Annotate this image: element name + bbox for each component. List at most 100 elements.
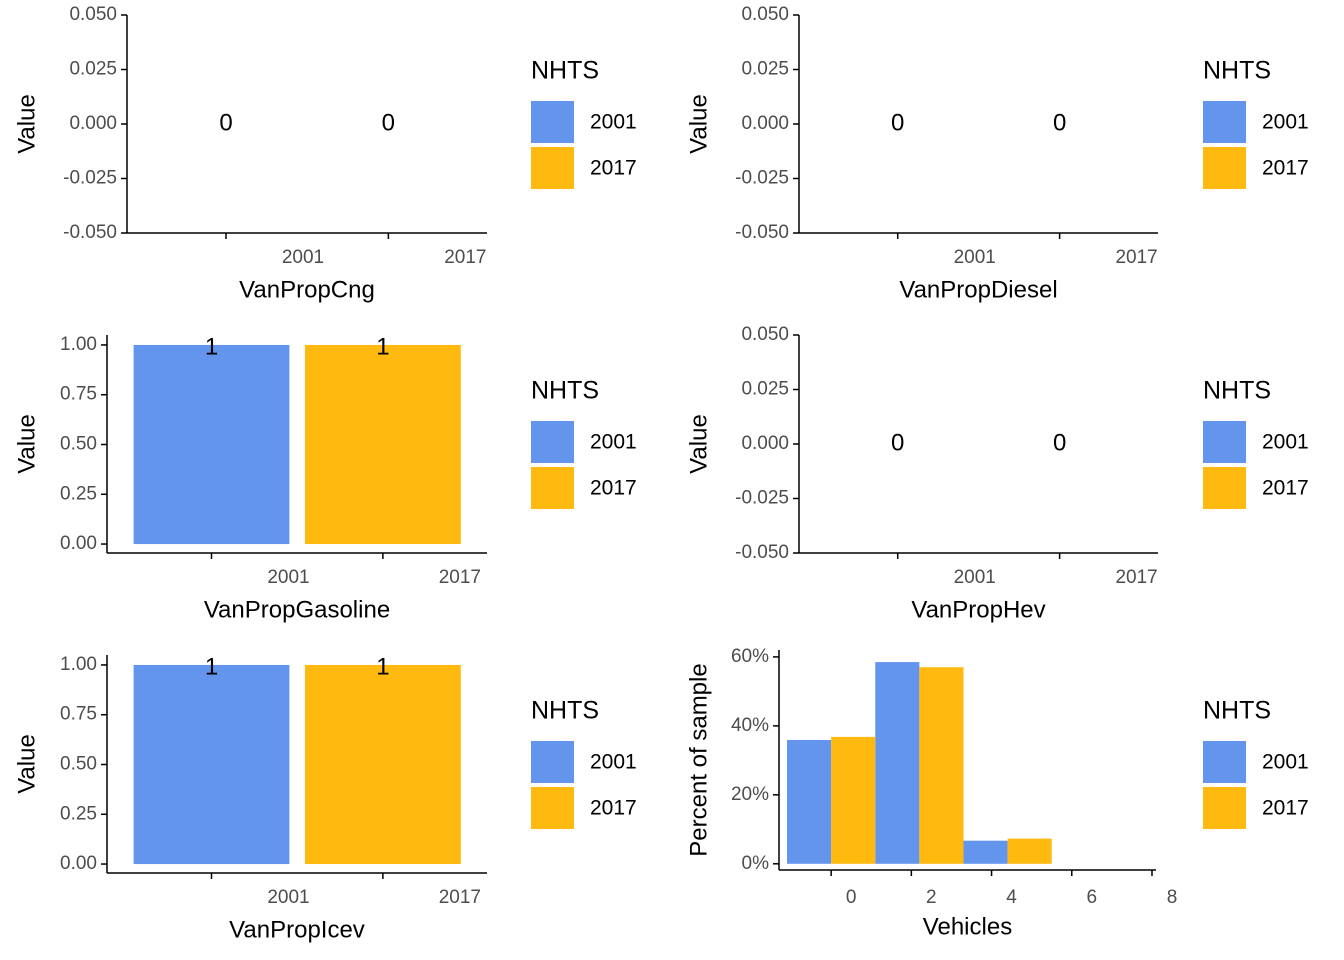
y-tick-label: -0.050	[735, 542, 789, 563]
data-label: 0	[219, 109, 232, 136]
y-tick-label: 0.25	[60, 483, 97, 504]
y-tick-label: 0.025	[741, 59, 789, 80]
data-label: 1	[376, 653, 389, 680]
y-tick-label: 0.50	[60, 434, 97, 455]
legend-swatch	[1203, 467, 1246, 509]
legend-swatch	[1203, 787, 1246, 829]
data-label: 1	[205, 333, 218, 360]
x-tick-label: 2017	[444, 247, 486, 268]
x-axis-title: Vehicles	[923, 913, 1012, 940]
data-label: 0	[1053, 109, 1066, 136]
y-tick-label: -0.050	[63, 222, 117, 243]
legend-label: 2017	[590, 797, 637, 820]
x-tick-label: 2017	[1115, 567, 1157, 588]
x-tick-label: 2017	[439, 887, 481, 908]
y-tick-label: 1.00	[60, 334, 97, 355]
bar	[1007, 838, 1052, 864]
x-tick-label: 0	[846, 887, 857, 908]
legend-swatch	[531, 101, 574, 143]
x-tick-label: 2001	[954, 567, 996, 588]
y-tick-label: 0.000	[741, 113, 789, 134]
data-label: 0	[891, 109, 904, 136]
data-label: 1	[376, 333, 389, 360]
legend-swatch	[1203, 147, 1246, 189]
x-tick-label: 2001	[267, 887, 309, 908]
legend-swatch	[1203, 741, 1246, 783]
bar	[133, 664, 290, 865]
y-axis-title: Value	[13, 734, 40, 794]
y-axis-title: Value	[685, 414, 712, 474]
y-tick-label: -0.025	[63, 168, 117, 189]
x-tick-label: 2001	[954, 247, 996, 268]
bar	[831, 736, 876, 864]
y-tick-label: 40%	[731, 715, 769, 736]
y-tick-label: 0.000	[741, 433, 789, 454]
y-tick-label: -0.025	[735, 488, 789, 509]
x-tick-label: 2	[926, 887, 937, 908]
y-axis-title: Value	[13, 94, 40, 154]
y-axis-title: Value	[13, 414, 40, 474]
legend-label: 2001	[1262, 431, 1309, 454]
x-axis-title: VanPropDiesel	[899, 276, 1057, 303]
legend-swatch	[1203, 101, 1246, 143]
legend-label: 2017	[590, 477, 637, 500]
x-tick-label: 4	[1006, 887, 1017, 908]
y-tick-label: 0.000	[69, 113, 117, 134]
x-tick-label: 2001	[267, 567, 309, 588]
legend-label: 2017	[1262, 797, 1309, 820]
data-label: 0	[382, 109, 395, 136]
y-tick-label: -0.025	[735, 168, 789, 189]
legend-swatch	[531, 147, 574, 189]
bar	[133, 344, 290, 545]
legend-label: 2001	[590, 431, 637, 454]
legend-swatch	[531, 787, 574, 829]
y-tick-label: 0.050	[741, 4, 789, 25]
y-tick-label: 0.025	[741, 379, 789, 400]
bar	[963, 840, 1008, 864]
x-tick-label: 2001	[282, 247, 324, 268]
legend-label: 2001	[1262, 111, 1309, 134]
bar	[787, 740, 832, 864]
legend-title: NHTS	[1203, 697, 1271, 725]
legend-swatch	[531, 741, 574, 783]
x-tick-label: 2017	[439, 567, 481, 588]
legend-label: 2001	[590, 751, 637, 774]
data-label: 0	[891, 429, 904, 456]
x-tick-label: 6	[1086, 887, 1097, 908]
data-label: 1	[205, 653, 218, 680]
bar	[875, 662, 920, 864]
legend-label: 2001	[1262, 751, 1309, 774]
bar	[304, 664, 461, 865]
bar	[304, 344, 461, 545]
y-tick-label: 0.75	[60, 384, 97, 405]
legend-swatch	[1203, 421, 1246, 463]
y-tick-label: -0.050	[735, 222, 789, 243]
legend-swatch	[531, 467, 574, 509]
y-tick-label: 0.025	[69, 59, 117, 80]
y-tick-label: 60%	[731, 646, 769, 667]
y-tick-label: 0.50	[60, 754, 97, 775]
data-label: 0	[1053, 429, 1066, 456]
legend-title: NHTS	[1203, 57, 1271, 85]
legend-title: NHTS	[531, 57, 599, 85]
y-tick-label: 0.050	[741, 324, 789, 345]
y-tick-label: 0.050	[69, 4, 117, 25]
y-tick-label: 0%	[742, 853, 770, 874]
bar	[919, 667, 964, 864]
y-tick-label: 0.25	[60, 803, 97, 824]
legend-title: NHTS	[531, 377, 599, 405]
x-axis-title: VanPropCng	[239, 276, 375, 303]
legend-title: NHTS	[531, 697, 599, 725]
y-tick-label: 0.00	[60, 533, 97, 554]
legend-label: 2017	[1262, 157, 1309, 180]
legend-label: 2017	[590, 157, 637, 180]
x-tick-label: 8	[1167, 887, 1178, 908]
y-tick-label: 1.00	[60, 654, 97, 675]
legend-swatch	[531, 421, 574, 463]
y-tick-label: 0.00	[60, 853, 97, 874]
legend-label: 2001	[590, 111, 637, 134]
y-tick-label: 0.75	[60, 704, 97, 725]
legend-label: 2017	[1262, 477, 1309, 500]
x-axis-title: VanPropGasoline	[204, 596, 390, 623]
